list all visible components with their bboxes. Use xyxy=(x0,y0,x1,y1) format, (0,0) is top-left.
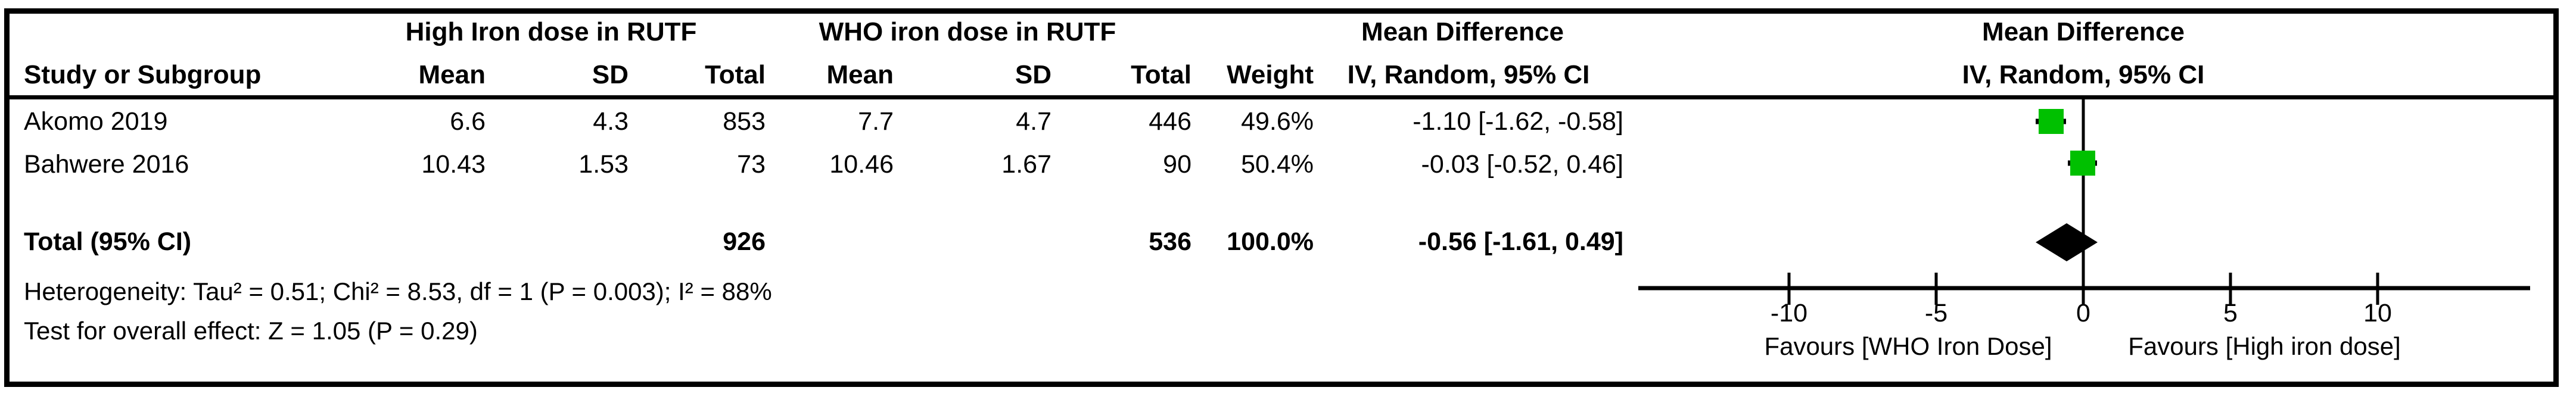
heterogeneity-text: Heterogeneity: Tau² = 0.51; Chi² = 8.53,… xyxy=(24,277,772,305)
effect-marker-akomo xyxy=(2039,109,2064,134)
ci-value: -1.10 [-1.62, -0.58] xyxy=(1413,107,1623,136)
sd1-value: 4.3 xyxy=(593,107,629,136)
col-total2-header: Total xyxy=(1131,60,1191,89)
overall-effect-text: Test for overall effect: Z = 1.05 (P = 0… xyxy=(24,317,478,345)
sd2-value: 4.7 xyxy=(1016,107,1051,136)
header-separator xyxy=(10,95,2553,99)
tick-label: 0 xyxy=(2076,299,2090,327)
col-sd2-header: SD xyxy=(1015,60,1051,89)
mean2-value: 10.46 xyxy=(829,150,894,179)
total-label: Total (95% CI) xyxy=(24,227,192,256)
mean1-value: 10.43 xyxy=(421,150,486,179)
pooled-effect-diamond xyxy=(2036,223,2098,261)
group2-header: WHO iron dose in RUTF xyxy=(819,17,1116,46)
col-mean1-header: Mean xyxy=(418,60,486,89)
total2-value: 90 xyxy=(1163,150,1191,179)
total1-value: 73 xyxy=(737,150,766,179)
favours-right-label: Favours [High iron dose] xyxy=(2128,332,2401,360)
total1-sum: 926 xyxy=(723,227,766,256)
study-name: Akomo 2019 xyxy=(24,107,168,136)
plot-ci-header: IV, Random, 95% CI xyxy=(1962,60,2205,89)
favours-left-label: Favours [WHO Iron Dose] xyxy=(1764,332,2052,360)
sd2-value: 1.67 xyxy=(1001,150,1051,179)
total-weight: 100.0% xyxy=(1227,227,1314,256)
sd1-value: 1.53 xyxy=(578,150,629,179)
tick-label: 5 xyxy=(2223,299,2238,327)
col-mean2-header: Mean xyxy=(826,60,894,89)
total-ci: -0.56 [-1.61, 0.49] xyxy=(1418,227,1623,256)
study-name: Bahwere 2016 xyxy=(24,150,189,179)
col-total1-header: Total xyxy=(705,60,766,89)
weight-value: 49.6% xyxy=(1241,107,1314,136)
col-ci-header: IV, Random, 95% CI xyxy=(1347,60,1590,89)
weight-value: 50.4% xyxy=(1241,150,1314,179)
total2-sum: 536 xyxy=(1149,227,1191,256)
total2-value: 446 xyxy=(1149,107,1191,136)
group1-header: High Iron dose in RUTF xyxy=(405,17,697,46)
tick-label: -10 xyxy=(1770,299,1808,327)
mean1-value: 6.6 xyxy=(450,107,486,136)
forest-plot-canvas xyxy=(1638,99,2530,305)
tick-label: -5 xyxy=(1924,299,1948,327)
total1-value: 853 xyxy=(723,107,766,136)
stats-effect-header: Mean Difference xyxy=(1361,17,1564,46)
col-sd1-header: SD xyxy=(592,60,629,89)
tick-label: 10 xyxy=(2363,299,2392,327)
mean2-value: 7.7 xyxy=(858,107,894,136)
ci-value: -0.03 [-0.52, 0.46] xyxy=(1421,150,1623,179)
effect-marker-bahwere xyxy=(2070,151,2095,176)
figure-border xyxy=(4,8,2559,387)
plot-effect-header: Mean Difference xyxy=(1982,17,2185,46)
col-study-header: Study or Subgroup xyxy=(24,60,262,89)
col-weight-header: Weight xyxy=(1227,60,1314,89)
